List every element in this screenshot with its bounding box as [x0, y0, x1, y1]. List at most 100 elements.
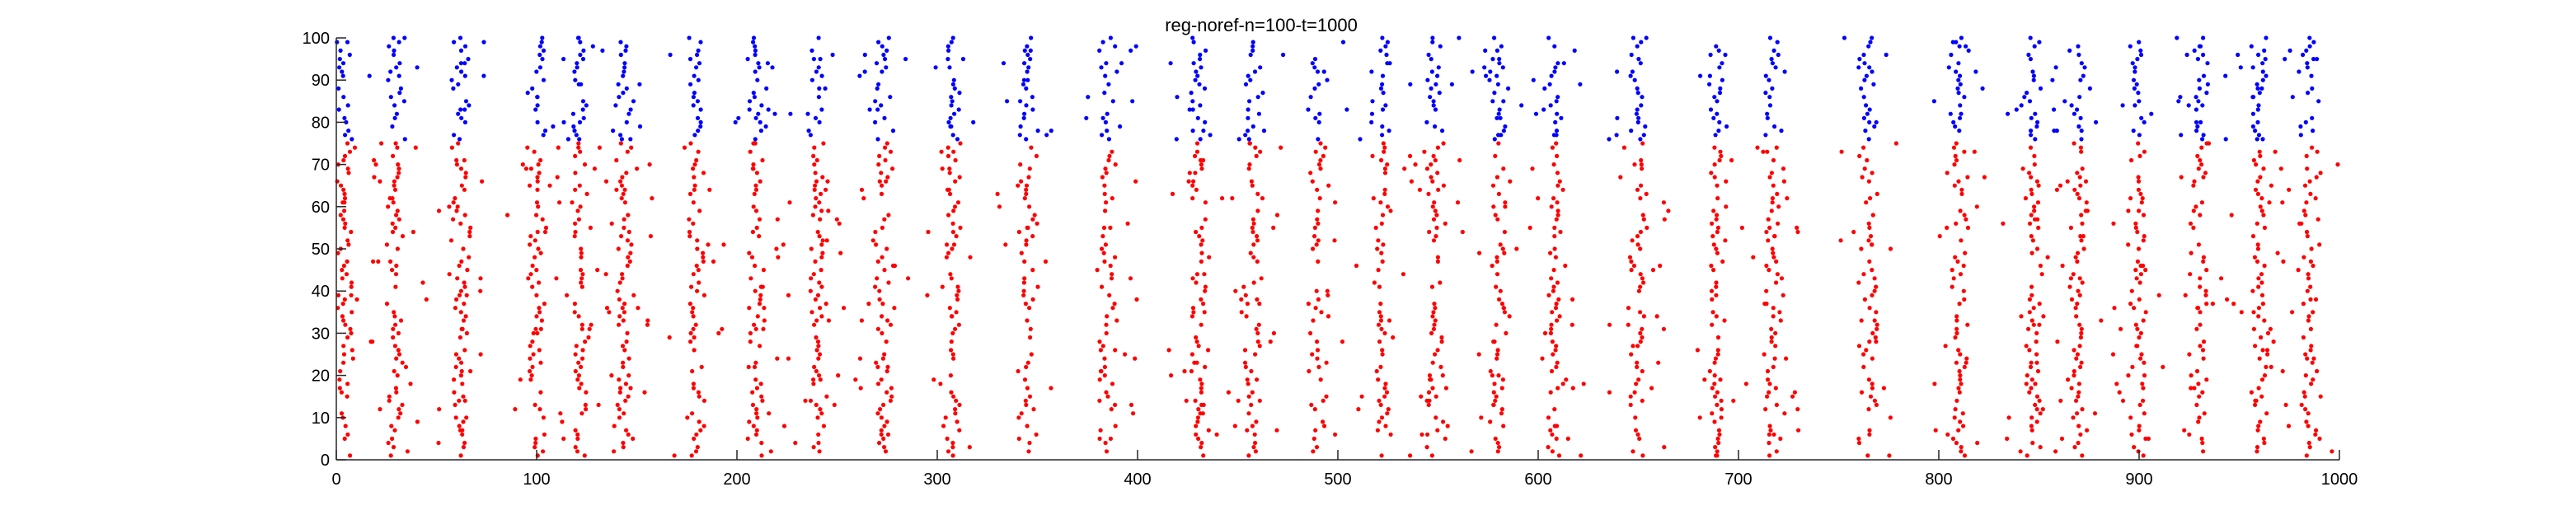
spike-dots [335, 35, 2340, 458]
spike-dot [1097, 436, 1102, 442]
spike-dot [2076, 390, 2081, 395]
spike-dot [2257, 91, 2262, 96]
spike-dot [943, 415, 948, 420]
spike-dot [2315, 57, 2320, 62]
spike-dot [541, 48, 547, 53]
spike-dot [1555, 95, 1560, 100]
spike-dot [2072, 111, 2076, 116]
spike-dot [2028, 57, 2033, 62]
spike-dot [467, 234, 472, 239]
spike-dot [1764, 288, 1769, 293]
spike-dot [635, 166, 640, 171]
spike-dot [1230, 196, 1235, 201]
y-tick-label: 20 [312, 368, 330, 386]
spike-dot [1975, 440, 1980, 446]
spike-dot [1193, 398, 1198, 403]
spike-dot [2259, 208, 2264, 213]
spike-dot [1255, 234, 1260, 239]
spike-dot [621, 364, 626, 369]
spike-dot [1110, 382, 1115, 386]
spike-dot [2194, 402, 2199, 407]
spike-dot [881, 402, 886, 407]
spike-dot [756, 111, 761, 116]
spike-dot [1254, 326, 1259, 331]
spike-dot [811, 377, 816, 382]
spike-dot [1443, 436, 1448, 442]
spike-dot [1715, 99, 1720, 104]
spike-dot [1326, 293, 1330, 297]
spike-dot [580, 272, 585, 277]
spike-dot [577, 386, 582, 391]
y-tick-label: 10 [312, 410, 330, 428]
spike-dot [1961, 288, 1966, 293]
spike-dot [701, 171, 706, 176]
spike-dot [1872, 124, 1877, 129]
spike-dot [2074, 356, 2079, 361]
spike-dot [1492, 91, 1497, 96]
spike-dot [1427, 229, 1432, 235]
spike-dot [402, 35, 407, 40]
spike-dot [1629, 352, 1634, 357]
spike-dot [758, 179, 762, 184]
spike-dot [1443, 386, 1448, 391]
spike-dot [2137, 424, 2142, 428]
spike-dot [721, 242, 726, 247]
spike-dot [753, 48, 758, 53]
spike-dot [945, 449, 951, 454]
spike-dot [1956, 348, 1961, 353]
spike-dot [1377, 284, 1382, 289]
spike-dot [2263, 57, 2268, 62]
spike-dot [1103, 166, 1108, 171]
spike-dot [1954, 398, 1959, 403]
spike-dot [1558, 229, 1563, 235]
spike-dot [592, 166, 598, 171]
spike-dot [2264, 348, 2270, 353]
spike-dot [622, 225, 626, 230]
spike-dot [561, 436, 566, 442]
spike-dot [581, 115, 586, 120]
spike-dot [456, 111, 461, 116]
spike-dot [572, 129, 577, 133]
spike-dot [1325, 288, 1330, 293]
spike-dot [1763, 133, 1768, 138]
spike-dot [1016, 368, 1021, 374]
spike-dot [953, 407, 958, 412]
spike-dot [2225, 297, 2230, 302]
spike-dot [2135, 229, 2140, 235]
spike-dot [1628, 402, 1633, 407]
spike-dot [1638, 330, 1643, 335]
spike-dot [1540, 356, 1545, 361]
spike-dot [2120, 103, 2125, 108]
spike-dot [812, 162, 817, 167]
spike-dot [879, 428, 884, 433]
spike-dot [1439, 335, 1444, 340]
spike-dot [532, 149, 537, 154]
spike-dot [2037, 398, 2042, 403]
spike-dot [1952, 183, 1957, 188]
spike-dot [707, 187, 712, 192]
spike-dot [1763, 91, 1768, 96]
spike-dot [2255, 259, 2260, 264]
spike-dot [1570, 386, 1575, 391]
spike-dot [1253, 352, 1258, 357]
spike-dot [2191, 183, 2196, 188]
spike-dot [2077, 344, 2082, 349]
spike-dot [338, 213, 343, 218]
spike-dot [2250, 111, 2255, 116]
spike-dot [2034, 339, 2039, 344]
spike-dot [1189, 352, 1194, 357]
spike-dot [1201, 453, 1206, 458]
spike-dot [1098, 348, 1103, 353]
spike-dot [1017, 133, 1022, 138]
spike-dot [1718, 86, 1723, 91]
spike-dot [2059, 436, 2065, 442]
spike-dot [1436, 65, 1441, 70]
spike-dot [2200, 103, 2205, 108]
spike-dot [2313, 432, 2318, 437]
spike-dot [1271, 225, 1276, 230]
spike-dot [628, 386, 633, 391]
spike-dot [449, 145, 455, 150]
spike-dot [1201, 129, 1206, 133]
spike-dot [339, 390, 344, 395]
spike-dot [464, 415, 469, 420]
